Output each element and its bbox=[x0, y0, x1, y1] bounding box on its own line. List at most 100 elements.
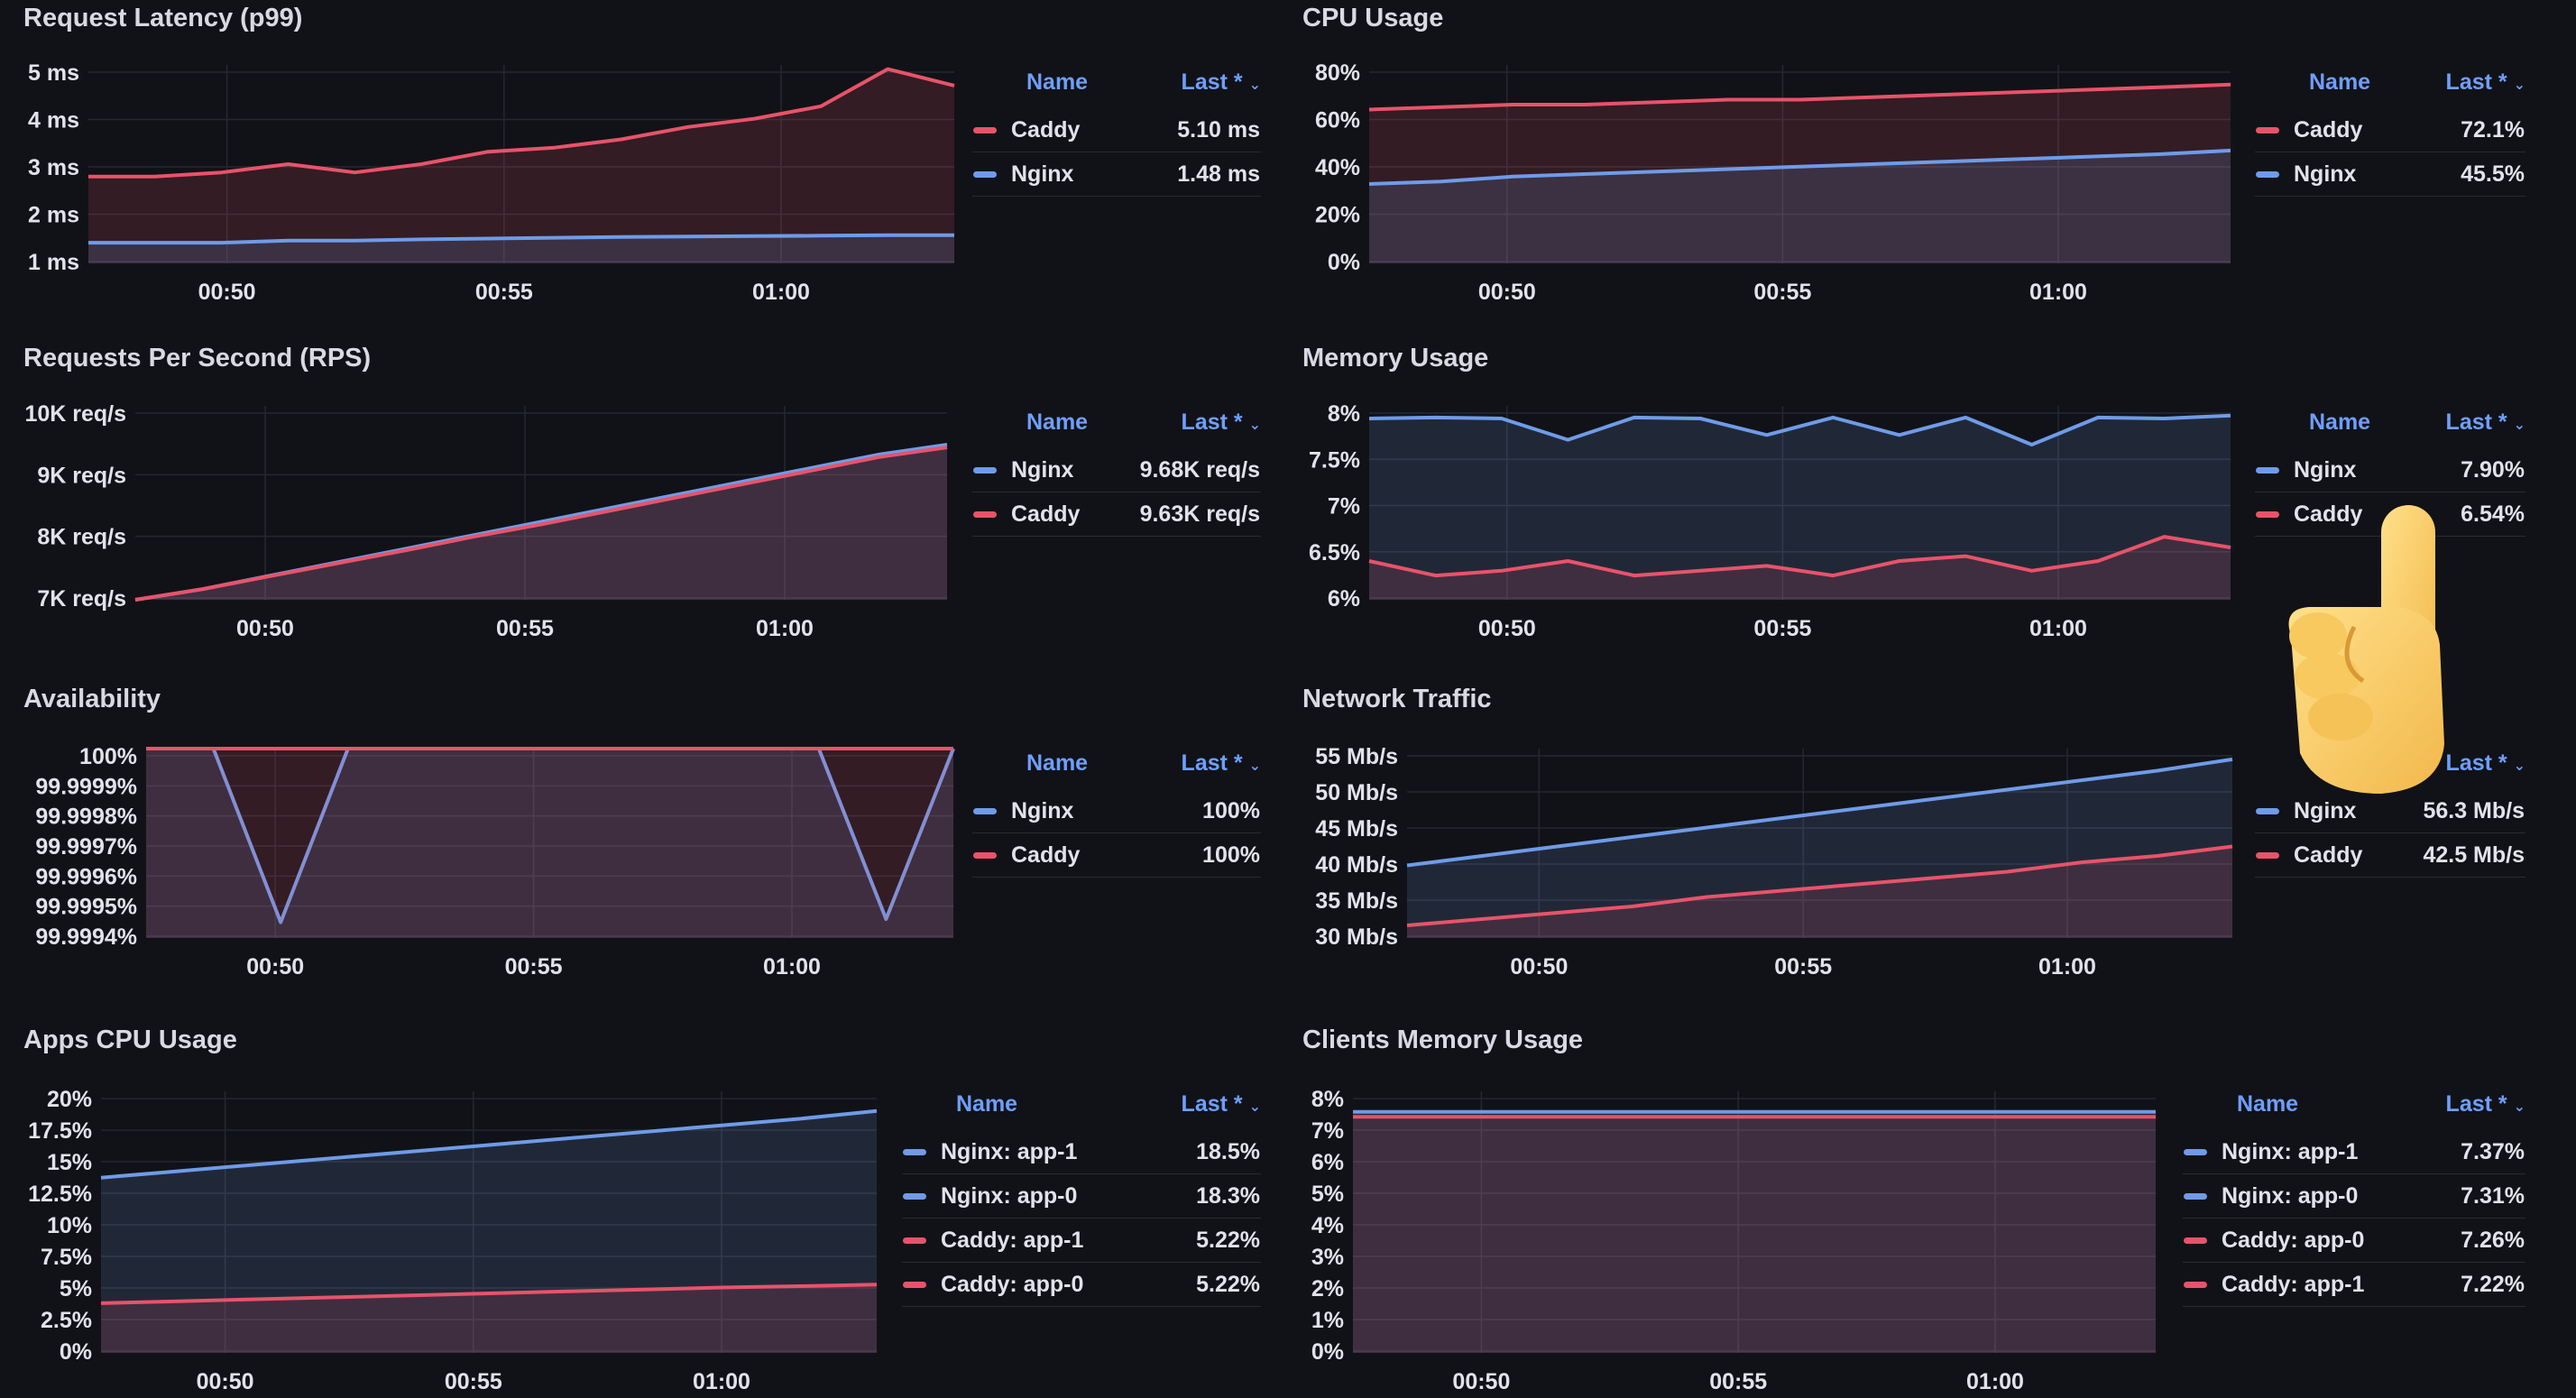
legend-series-name[interactable]: Nginx: app-1 bbox=[2183, 1130, 2422, 1174]
cpu-panel-title[interactable]: CPU Usage bbox=[1302, 4, 1444, 32]
series-swatch-icon bbox=[2256, 127, 2279, 134]
legend-series-name[interactable]: Nginx: app-0 bbox=[2183, 1173, 2422, 1219]
legend-row[interactable]: Nginx: app-0 7.31% bbox=[2183, 1173, 2525, 1219]
legend-row[interactable]: Nginx: app-1 18.5% bbox=[902, 1130, 1261, 1174]
latency-legend: Name Last * ⌄ Caddy 5.10 ms Nginx 1.48 m… bbox=[972, 69, 1261, 197]
legend-last-header[interactable]: Last * ⌄ bbox=[1181, 750, 1261, 776]
legend-series-name[interactable]: Caddy: app-0 bbox=[902, 1262, 1152, 1307]
legend-name-header[interactable]: Name bbox=[1026, 69, 1089, 95]
memory-panel-title[interactable]: Memory Usage bbox=[1302, 344, 1489, 372]
network-series-line[interactable] bbox=[1406, 844, 2233, 927]
cpu-y-tick: 40% bbox=[1315, 155, 1360, 180]
memory-legend: Name Last * ⌄ Nginx 7.90% Caddy 6.54% bbox=[2255, 409, 2525, 537]
legend-last-header[interactable]: Last * ⌄ bbox=[2445, 750, 2525, 776]
legend-row[interactable]: Caddy 5.10 ms bbox=[972, 108, 1261, 152]
latency-series-line[interactable] bbox=[88, 233, 954, 245]
availability-y-tick: 99.9994% bbox=[35, 924, 137, 950]
rps-series-line[interactable] bbox=[134, 446, 948, 602]
cpu-x-tick: 00:55 bbox=[1753, 280, 1811, 305]
cpu-series-line[interactable] bbox=[1368, 148, 2231, 186]
series-swatch-icon bbox=[2256, 467, 2279, 474]
legend-name-header[interactable]: Name bbox=[1026, 750, 1089, 776]
legend-name-header[interactable]: Name bbox=[2309, 69, 2371, 95]
memory-y-tick: 6% bbox=[1328, 586, 1360, 612]
series-swatch-icon bbox=[2256, 511, 2279, 519]
legend-last-header[interactable]: Last * ⌄ bbox=[2445, 1090, 2525, 1117]
memory-x-tick: 00:55 bbox=[1753, 616, 1811, 641]
legend-series-name[interactable]: Nginx bbox=[2255, 448, 2415, 492]
legend-row[interactable]: Nginx 7.90% bbox=[2255, 448, 2525, 492]
memory-x-tick: 00:50 bbox=[1478, 616, 1536, 641]
legend-series-name[interactable]: Caddy bbox=[972, 492, 1113, 537]
latency-x-tick: 01:00 bbox=[752, 280, 810, 305]
memory-series-line[interactable] bbox=[1368, 413, 2231, 446]
legend-last-header[interactable]: Last * ⌄ bbox=[1181, 1090, 1261, 1117]
legend-row[interactable]: Nginx: app-1 7.37% bbox=[2183, 1130, 2525, 1174]
legend-series-name[interactable]: Nginx bbox=[2255, 152, 2415, 197]
legend-last-header[interactable]: Last * ⌄ bbox=[1181, 409, 1261, 435]
latency-panel-title[interactable]: Request Latency (p99) bbox=[23, 4, 303, 32]
legend-series-name[interactable]: Caddy bbox=[972, 108, 1139, 152]
legend-series-name[interactable]: Nginx bbox=[972, 152, 1139, 197]
legend-name-header[interactable]: Name bbox=[1026, 409, 1089, 435]
cpu-series-line[interactable] bbox=[1368, 82, 2231, 112]
legend-row[interactable]: Caddy 72.1% bbox=[2255, 108, 2525, 152]
legend-name-header[interactable]: Name bbox=[2309, 409, 2371, 435]
legend-series-name[interactable]: Caddy: app-0 bbox=[2183, 1218, 2422, 1263]
legend-row[interactable]: Nginx 1.48 ms bbox=[972, 152, 1261, 197]
legend-series-name[interactable]: Caddy bbox=[2255, 108, 2415, 152]
latency-series-line[interactable] bbox=[88, 67, 955, 179]
legend-row[interactable]: Caddy: app-1 7.22% bbox=[2183, 1262, 2525, 1307]
availability-series-line[interactable] bbox=[146, 747, 955, 924]
legend-row[interactable]: Nginx 45.5% bbox=[2255, 152, 2525, 197]
network-y-tick: 30 Mb/s bbox=[1315, 924, 1398, 950]
apps_cpu-series-line[interactable] bbox=[100, 1108, 878, 1180]
legend-last-header[interactable]: Last * ⌄ bbox=[1181, 69, 1261, 95]
apps_cpu-panel-title[interactable]: Apps CPU Usage bbox=[23, 1026, 237, 1054]
legend-row[interactable]: Nginx 56.3 Mb/s bbox=[2255, 789, 2525, 833]
legend-row[interactable]: Caddy 42.5 Mb/s bbox=[2255, 832, 2525, 878]
apps_cpu-x-tick: 00:55 bbox=[445, 1369, 502, 1394]
network-series-line[interactable] bbox=[1406, 757, 2233, 868]
legend-series-value: 18.5% bbox=[1151, 1130, 1261, 1174]
legend-row[interactable]: Caddy: app-0 7.26% bbox=[2183, 1218, 2525, 1263]
clients_mem-x-tick: 00:55 bbox=[1709, 1369, 1767, 1394]
memory-y-tick: 6.5% bbox=[1309, 540, 1360, 566]
legend-name-header[interactable]: Name bbox=[956, 1090, 1018, 1117]
clients_mem-y-tick: 4% bbox=[1311, 1213, 1344, 1238]
legend-name-header[interactable]: Name bbox=[2237, 1090, 2299, 1117]
legend-series-name[interactable]: Caddy bbox=[2255, 832, 2398, 878]
legend-series-name[interactable]: Caddy bbox=[972, 832, 1144, 878]
series-swatch-icon bbox=[903, 1149, 926, 1156]
clients_mem-y-tick: 6% bbox=[1311, 1150, 1344, 1175]
rps-series-line[interactable] bbox=[134, 443, 948, 602]
legend-row[interactable]: Nginx: app-0 18.3% bbox=[902, 1173, 1261, 1219]
legend-row[interactable]: Caddy: app-0 5.22% bbox=[902, 1262, 1261, 1307]
legend-last-header[interactable]: Last * ⌄ bbox=[2445, 69, 2525, 95]
legend-series-name[interactable]: Nginx bbox=[2255, 789, 2398, 833]
legend-series-name[interactable]: Caddy: app-1 bbox=[902, 1218, 1152, 1263]
rps-panel-title[interactable]: Requests Per Second (RPS) bbox=[23, 344, 372, 372]
memory-series-line[interactable] bbox=[1368, 535, 2231, 578]
legend-series-name[interactable]: Nginx bbox=[972, 448, 1113, 492]
network-panel-title[interactable]: Network Traffic bbox=[1302, 685, 1492, 713]
apps_cpu-y-tick: 2.5% bbox=[41, 1308, 92, 1333]
legend-series-name[interactable]: Nginx bbox=[972, 789, 1144, 833]
legend-row[interactable]: Nginx 100% bbox=[972, 789, 1261, 833]
apps_cpu-series-line[interactable] bbox=[100, 1283, 878, 1305]
legend-series-name[interactable]: Caddy: app-1 bbox=[2183, 1262, 2422, 1307]
legend-last-header[interactable]: Last * ⌄ bbox=[2445, 409, 2525, 435]
legend-series-name[interactable]: Nginx: app-1 bbox=[902, 1130, 1152, 1174]
apps_cpu-x-tick: 01:00 bbox=[693, 1369, 750, 1394]
series-swatch-icon bbox=[973, 171, 997, 179]
legend-row[interactable]: Caddy 100% bbox=[972, 832, 1261, 878]
availability-panel-title[interactable]: Availability bbox=[23, 685, 161, 713]
legend-row[interactable]: Nginx 9.68K req/s bbox=[972, 448, 1261, 492]
apps_cpu-y-tick: 0% bbox=[60, 1339, 92, 1365]
legend-row[interactable]: Caddy 9.63K req/s bbox=[972, 492, 1261, 537]
legend-row[interactable]: Caddy: app-1 5.22% bbox=[902, 1218, 1261, 1263]
clients_mem-panel-title[interactable]: Clients Memory Usage bbox=[1302, 1026, 1584, 1054]
legend-series-name[interactable]: Nginx: app-0 bbox=[902, 1173, 1152, 1219]
rps-series-area bbox=[135, 447, 947, 600]
rps-y-tick: 9K req/s bbox=[37, 463, 126, 488]
